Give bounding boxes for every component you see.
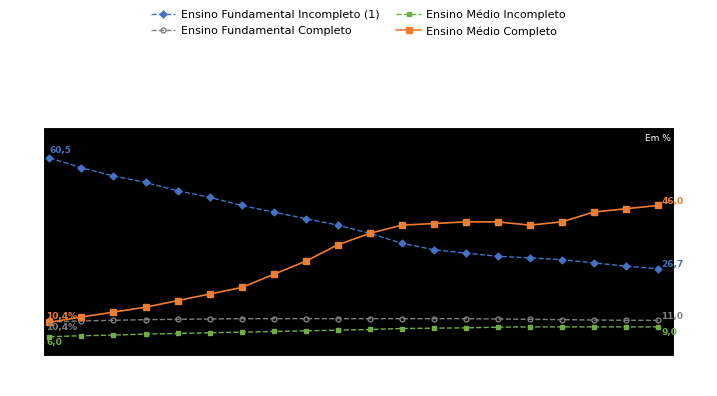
Ensino Fundamental Incompleto (1) xyxy=(366,231,374,236)
Ensino Médio Completo xyxy=(109,310,118,314)
Ensino Médio Completo xyxy=(301,259,310,264)
Ensino Médio Completo xyxy=(622,206,630,211)
Ensino Fundamental Incompleto (1) xyxy=(333,223,342,228)
Ensino Médio Incompleto xyxy=(429,326,438,331)
Ensino Fundamental Incompleto (1) xyxy=(45,156,54,160)
Ensino Fundamental Completo xyxy=(205,317,214,322)
Ensino Médio Incompleto xyxy=(366,327,374,332)
Ensino Médio Completo xyxy=(526,223,534,228)
Ensino Médio Completo xyxy=(45,320,54,325)
Ensino Fundamental Incompleto (1) xyxy=(462,251,470,255)
Ensino Fundamental Completo xyxy=(589,318,598,322)
Ensino Médio Completo xyxy=(493,219,502,224)
Ensino Médio Incompleto xyxy=(237,330,246,335)
Ensino Fundamental Incompleto (1) xyxy=(493,254,502,259)
Ensino Médio Completo xyxy=(589,209,598,214)
Text: 9,0: 9,0 xyxy=(661,328,677,337)
Text: 60,5: 60,5 xyxy=(49,146,72,155)
Ensino Fundamental Incompleto (1) xyxy=(205,195,214,200)
Ensino Fundamental Completo xyxy=(270,316,278,321)
Line: Ensino Médio Completo: Ensino Médio Completo xyxy=(47,203,661,325)
Ensino Fundamental Incompleto (1) xyxy=(397,241,406,246)
Ensino Médio Completo xyxy=(558,219,566,224)
Ensino Médio Completo xyxy=(462,219,470,224)
Ensino Médio Incompleto xyxy=(141,332,150,337)
Ensino Fundamental Completo xyxy=(45,320,54,324)
Ensino Médio Incompleto xyxy=(333,328,342,333)
Text: 46,0: 46,0 xyxy=(661,197,683,206)
Ensino Fundamental Completo xyxy=(622,318,630,323)
Ensino Fundamental Incompleto (1) xyxy=(301,216,310,221)
Ensino Médio Incompleto xyxy=(109,333,118,337)
Ensino Fundamental Completo xyxy=(558,317,566,322)
Ensino Médio Completo xyxy=(205,292,214,297)
Ensino Médio Completo xyxy=(141,305,150,310)
Ensino Fundamental Incompleto (1) xyxy=(558,257,566,262)
Ensino Fundamental Incompleto (1) xyxy=(270,209,278,214)
Ensino Médio Completo xyxy=(270,272,278,277)
Ensino Médio Incompleto xyxy=(174,331,182,336)
Ensino Fundamental Incompleto (1) xyxy=(174,188,182,193)
Text: 6,0: 6,0 xyxy=(46,338,62,347)
Ensino Médio Incompleto xyxy=(558,324,566,329)
Ensino Fundamental Completo xyxy=(526,317,534,322)
Ensino Fundamental Incompleto (1) xyxy=(589,261,598,265)
Ensino Fundamental Completo xyxy=(174,317,182,322)
Text: 10,4%: 10,4% xyxy=(46,312,77,321)
Ensino Médio Incompleto xyxy=(622,324,630,329)
Ensino Médio Incompleto xyxy=(462,326,470,330)
Ensino Médio Incompleto xyxy=(493,325,502,329)
Ensino Médio Incompleto xyxy=(654,324,663,329)
Ensino Médio Incompleto xyxy=(270,329,278,334)
Ensino Médio Completo xyxy=(174,298,182,303)
Text: Em %: Em % xyxy=(645,133,671,143)
Text: 11,0: 11,0 xyxy=(661,312,683,321)
Ensino Fundamental Completo xyxy=(237,316,246,321)
Ensino Fundamental Completo xyxy=(333,316,342,321)
Ensino Fundamental Completo xyxy=(654,318,663,323)
Text: 10,4%: 10,4% xyxy=(46,323,77,332)
Ensino Médio Incompleto xyxy=(77,333,86,338)
Ensino Fundamental Incompleto (1) xyxy=(654,267,663,271)
Ensino Médio Incompleto xyxy=(301,328,310,333)
Ensino Médio Incompleto xyxy=(589,324,598,329)
Ensino Fundamental Completo xyxy=(429,316,438,321)
Ensino Fundamental Completo xyxy=(109,318,118,323)
Ensino Médio Completo xyxy=(366,231,374,236)
Ensino Médio Incompleto xyxy=(45,334,54,339)
Ensino Fundamental Incompleto (1) xyxy=(77,166,86,170)
Ensino Fundamental Completo xyxy=(493,317,502,322)
Ensino Médio Completo xyxy=(654,203,663,208)
Ensino Fundamental Incompleto (1) xyxy=(141,180,150,185)
Ensino Médio Completo xyxy=(333,242,342,247)
Line: Ensino Fundamental Completo: Ensino Fundamental Completo xyxy=(47,316,660,324)
Ensino Médio Incompleto xyxy=(526,324,534,329)
Ensino Médio Incompleto xyxy=(397,326,406,331)
Ensino Fundamental Incompleto (1) xyxy=(622,264,630,268)
Ensino Fundamental Incompleto (1) xyxy=(526,255,534,260)
Ensino Fundamental Incompleto (1) xyxy=(109,173,118,178)
Ensino Fundamental Completo xyxy=(77,319,86,324)
Line: Ensino Fundamental Incompleto (1): Ensino Fundamental Incompleto (1) xyxy=(47,156,660,271)
Ensino Médio Completo xyxy=(77,315,86,320)
Ensino Médio Completo xyxy=(429,221,438,226)
Ensino Fundamental Completo xyxy=(397,316,406,321)
Ensino Fundamental Completo xyxy=(301,316,310,321)
Ensino Fundamental Completo xyxy=(462,316,470,321)
Text: 26,7: 26,7 xyxy=(661,260,683,269)
Ensino Médio Incompleto xyxy=(205,330,214,335)
Ensino Médio Completo xyxy=(397,223,406,228)
Ensino Fundamental Incompleto (1) xyxy=(429,248,438,252)
Legend: Ensino Fundamental Incompleto (1), Ensino Fundamental Completo, Ensino Médio Inc: Ensino Fundamental Incompleto (1), Ensin… xyxy=(146,6,571,41)
Line: Ensino Médio Incompleto: Ensino Médio Incompleto xyxy=(47,324,660,339)
Ensino Fundamental Completo xyxy=(366,316,374,321)
Ensino Fundamental Completo xyxy=(141,317,150,322)
Ensino Fundamental Incompleto (1) xyxy=(237,203,246,208)
Ensino Médio Completo xyxy=(237,285,246,290)
